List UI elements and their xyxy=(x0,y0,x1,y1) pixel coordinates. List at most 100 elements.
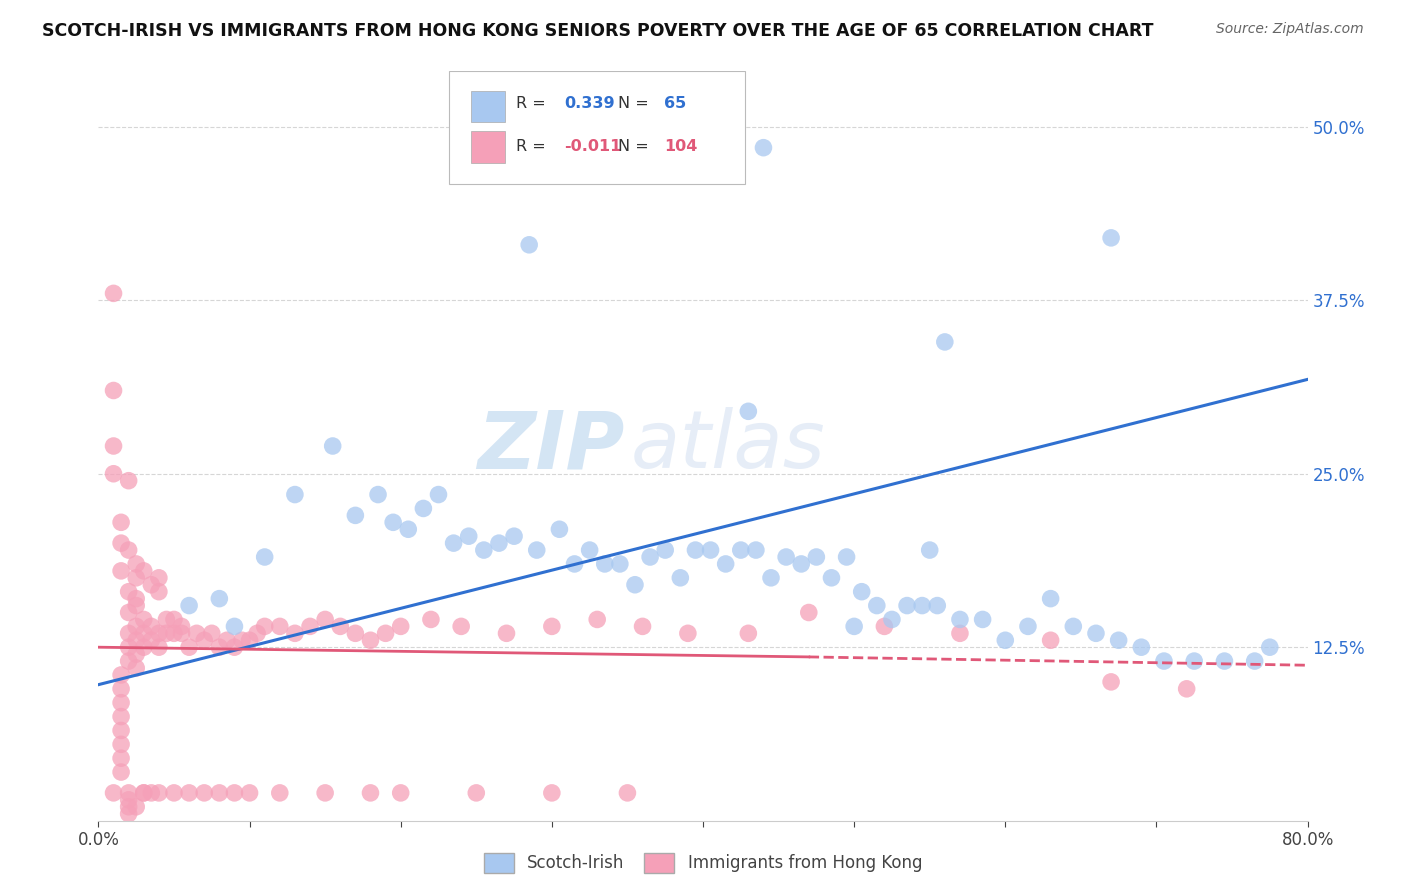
Point xyxy=(775,549,797,564)
Point xyxy=(586,612,609,626)
Point xyxy=(118,584,141,599)
Point xyxy=(790,557,813,571)
Text: 0.339: 0.339 xyxy=(564,96,614,112)
Point xyxy=(1182,654,1205,668)
Point xyxy=(215,633,238,648)
Point xyxy=(609,557,631,571)
Point xyxy=(110,765,132,780)
Point xyxy=(239,786,262,800)
Point xyxy=(125,661,148,675)
Point xyxy=(676,626,699,640)
Point xyxy=(714,557,737,571)
Point xyxy=(1085,626,1108,640)
Point xyxy=(170,619,193,633)
Point xyxy=(125,647,148,661)
Text: Source: ZipAtlas.com: Source: ZipAtlas.com xyxy=(1216,22,1364,37)
Point xyxy=(1099,231,1122,245)
Point xyxy=(269,786,291,800)
Point xyxy=(382,516,405,530)
Point xyxy=(526,543,548,558)
Point xyxy=(179,640,201,655)
Point xyxy=(896,599,918,613)
Point xyxy=(949,612,972,626)
Point xyxy=(110,751,132,765)
Point xyxy=(110,709,132,723)
Point xyxy=(616,786,638,800)
Point xyxy=(125,557,148,571)
Point xyxy=(118,806,141,821)
Point xyxy=(450,619,472,633)
Point xyxy=(911,599,934,613)
Point xyxy=(125,571,148,585)
FancyBboxPatch shape xyxy=(471,91,505,122)
Point xyxy=(118,640,141,655)
Point xyxy=(132,612,155,626)
Point xyxy=(745,543,768,558)
Point xyxy=(329,619,352,633)
Point xyxy=(972,612,994,626)
Point xyxy=(148,626,170,640)
Point xyxy=(427,487,450,501)
Point xyxy=(503,529,526,543)
Point xyxy=(239,633,262,648)
Point xyxy=(125,633,148,648)
Point xyxy=(737,404,759,418)
Text: 104: 104 xyxy=(664,139,697,153)
Point xyxy=(110,564,132,578)
Text: SCOTCH-IRISH VS IMMIGRANTS FROM HONG KONG SENIORS POVERTY OVER THE AGE OF 65 COR: SCOTCH-IRISH VS IMMIGRANTS FROM HONG KON… xyxy=(42,22,1154,40)
Point xyxy=(457,529,479,543)
Point xyxy=(110,723,132,738)
Point xyxy=(155,612,177,626)
Point xyxy=(253,549,276,564)
Point xyxy=(299,619,322,633)
Point xyxy=(132,786,155,800)
Point xyxy=(201,626,224,640)
Point xyxy=(246,626,269,640)
Point xyxy=(443,536,465,550)
Point xyxy=(110,737,132,751)
Point xyxy=(1243,654,1265,668)
Point xyxy=(669,571,692,585)
Point xyxy=(103,286,125,301)
Point xyxy=(118,654,141,668)
Point xyxy=(208,640,231,655)
Point xyxy=(699,543,721,558)
Text: R =: R = xyxy=(516,139,546,153)
Point xyxy=(866,599,889,613)
Point xyxy=(314,612,336,626)
Point xyxy=(344,508,367,523)
Text: N =: N = xyxy=(619,96,650,112)
Point xyxy=(548,522,571,536)
Point xyxy=(1039,633,1062,648)
Point xyxy=(284,487,307,501)
Point xyxy=(1175,681,1198,696)
Point xyxy=(284,626,307,640)
Point xyxy=(186,626,208,640)
Point xyxy=(495,626,517,640)
Text: atlas: atlas xyxy=(630,407,825,485)
Point xyxy=(1062,619,1084,633)
Point xyxy=(118,543,141,558)
Point xyxy=(118,793,141,807)
Point xyxy=(110,536,132,550)
Point xyxy=(141,633,163,648)
Point xyxy=(624,578,647,592)
Point xyxy=(110,668,132,682)
FancyBboxPatch shape xyxy=(471,131,505,162)
Point xyxy=(1039,591,1062,606)
Point xyxy=(193,786,215,800)
Point xyxy=(141,786,163,800)
Point xyxy=(103,384,125,398)
Point xyxy=(231,633,253,648)
Point xyxy=(344,626,367,640)
Point xyxy=(125,591,148,606)
Text: R =: R = xyxy=(516,96,546,112)
Point xyxy=(314,786,336,800)
Point xyxy=(118,786,141,800)
Point xyxy=(253,619,276,633)
Point xyxy=(472,543,495,558)
Point xyxy=(806,549,828,564)
FancyBboxPatch shape xyxy=(449,71,745,184)
Point xyxy=(170,626,193,640)
Point xyxy=(163,786,186,800)
